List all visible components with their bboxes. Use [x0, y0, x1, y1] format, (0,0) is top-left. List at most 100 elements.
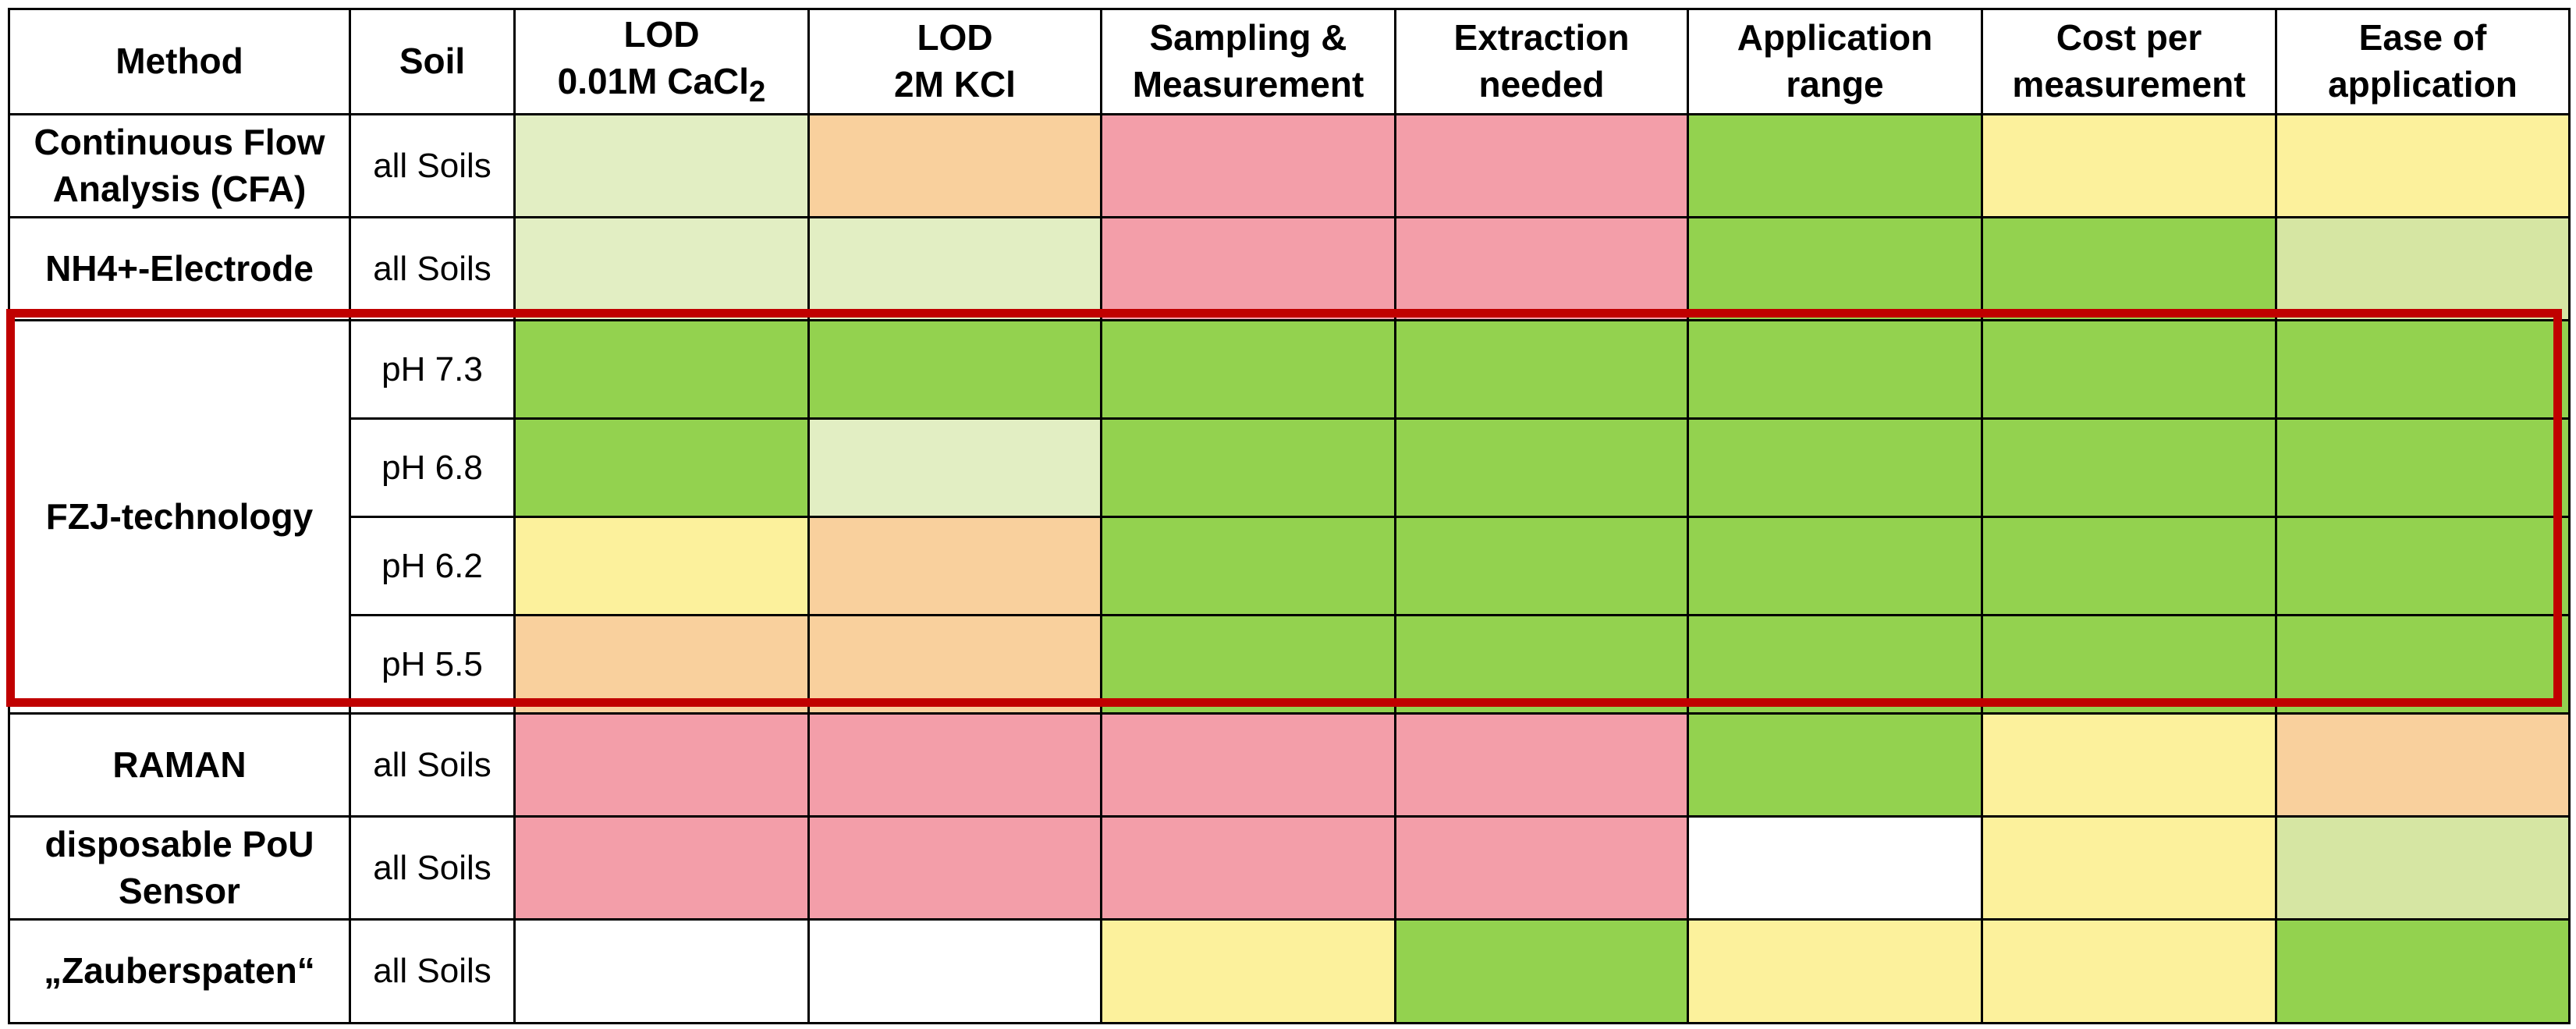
- soil-cell: all Soils: [349, 113, 516, 218]
- header-lod-kcl-line1: LOD: [917, 17, 993, 59]
- rating-cell: [2275, 319, 2571, 420]
- method-fzj-technology: FZJ-technology: [8, 319, 351, 715]
- rating-cell: [807, 918, 1102, 1024]
- header-ease-line2: application: [2328, 64, 2517, 105]
- rating-cell: [807, 712, 1102, 818]
- rating-cell: [807, 614, 1102, 715]
- method-disposable-pou-sensor: disposable PoU Sensor: [8, 815, 351, 921]
- rating-cell: [1981, 815, 2277, 921]
- rating-cell: [513, 319, 810, 420]
- method-nh4-electrode: NH4+-Electrode: [8, 216, 351, 321]
- header-extraction-line2: needed: [1478, 64, 1605, 105]
- rating-cell: [807, 113, 1102, 218]
- table-row: Continuous Flow Analysis (CFA) all Soils: [8, 113, 2571, 218]
- rating-cell: [807, 417, 1102, 518]
- header-cost: Cost per measurement: [1981, 8, 2277, 115]
- header-lod-cacl2-subscript: 2: [749, 75, 766, 109]
- method-cfa: Continuous Flow Analysis (CFA): [8, 113, 351, 218]
- header-lod-cacl2-line1: LOD: [623, 14, 700, 55]
- rating-cell: [1981, 417, 2277, 518]
- method-cfa-line1: Continuous Flow: [34, 121, 325, 162]
- rating-cell: [513, 918, 810, 1024]
- rating-cell: [2275, 918, 2571, 1024]
- rating-cell: [513, 815, 810, 921]
- rating-cell: [513, 614, 810, 715]
- rating-cell: [1981, 614, 2277, 715]
- rating-cell: [1687, 918, 1983, 1024]
- rating-cell: [1100, 712, 1396, 818]
- rating-cell: [1687, 216, 1983, 321]
- soil-cell: pH 6.2: [349, 516, 516, 616]
- rating-cell: [1394, 516, 1689, 616]
- rating-cell: [513, 712, 810, 818]
- table-row: disposable PoU Sensor all Soils: [8, 815, 2571, 921]
- rating-cell: [1981, 319, 2277, 420]
- header-soil: Soil: [349, 8, 516, 115]
- rating-cell: [2275, 614, 2571, 715]
- rating-cell: [1394, 614, 1689, 715]
- soil-cell: all Soils: [349, 712, 516, 818]
- header-row: Method Soil LOD 0.01M CaCl2 LOD 2M KCl Sam…: [8, 8, 2571, 115]
- rating-cell: [807, 815, 1102, 921]
- rating-cell: [1687, 712, 1983, 818]
- header-application-line1: Application: [1737, 17, 1933, 59]
- table-row: FZJ-technology pH 7.3: [8, 319, 2571, 715]
- rating-cell: [1394, 712, 1689, 818]
- soil-cell: all Soils: [349, 216, 516, 321]
- soil-cell: all Soils: [349, 815, 516, 921]
- header-application: Application range: [1687, 8, 1983, 115]
- rating-cell: [1100, 113, 1396, 218]
- rating-cell: [1394, 113, 1689, 218]
- rating-cell: [1394, 417, 1689, 518]
- header-cost-line2: measurement: [2012, 64, 2246, 105]
- method-raman: RAMAN: [8, 712, 351, 818]
- rating-cell: [807, 516, 1102, 616]
- header-extraction: Extraction needed: [1394, 8, 1689, 115]
- header-ease-line1: Ease of: [2358, 17, 2487, 59]
- rating-cell: [1981, 216, 2277, 321]
- rating-cell: [1981, 113, 2277, 218]
- rating-cell: [1981, 516, 2277, 616]
- table-row: pH 6.2: [9, 516, 2571, 616]
- rating-cell: [1687, 113, 1983, 218]
- table-row: pH 5.5: [9, 614, 2571, 715]
- rating-cell: [807, 216, 1102, 321]
- rating-cell: [1687, 319, 1983, 420]
- rating-cell: [1100, 516, 1396, 616]
- rating-cell: [1100, 918, 1396, 1024]
- rating-cell: [513, 113, 810, 218]
- header-sampling-line2: Measurement: [1132, 64, 1364, 105]
- table-row: NH4+-Electrode all Soils: [8, 216, 2571, 321]
- rating-cell: [2275, 113, 2571, 218]
- rating-cell: [1100, 614, 1396, 715]
- rating-cell: [1687, 815, 1983, 921]
- soil-cell: all Soils: [349, 918, 516, 1024]
- header-sampling-line1: Sampling &: [1149, 17, 1347, 59]
- header-sampling: Sampling & Measurement: [1100, 8, 1396, 115]
- rating-cell: [2275, 216, 2571, 321]
- rating-cell: [1100, 815, 1396, 921]
- soil-cell: pH 6.8: [349, 417, 516, 518]
- rating-cell: [1394, 815, 1689, 921]
- header-lod-cacl2-line2: 0.01M CaCl: [557, 60, 750, 101]
- header-ease: Ease of application: [2275, 8, 2571, 115]
- header-lod-kcl-line2: 2M KCl: [894, 64, 1016, 105]
- rating-cell: [1981, 712, 2277, 818]
- rating-cell: [1394, 216, 1689, 321]
- method-zauberspaten: „Zauberspaten“: [8, 918, 351, 1024]
- rating-cell: [1100, 319, 1396, 420]
- rating-cell: [1687, 516, 1983, 616]
- rating-cell: [1981, 918, 2277, 1024]
- soil-cell: pH 5.5: [349, 614, 516, 715]
- soil-cell: pH 7.3: [349, 319, 516, 420]
- header-method: Method: [8, 8, 351, 115]
- rating-cell: [1394, 319, 1689, 420]
- header-lod-cacl2: LOD 0.01M CaCl2: [513, 8, 810, 115]
- method-comparison-table: Method Soil LOD 0.01M CaCl2 LOD 2M KCl Sam…: [8, 8, 2571, 1024]
- rating-cell: [513, 516, 810, 616]
- rating-cell: [513, 417, 810, 518]
- rating-cell: [2275, 712, 2571, 818]
- rating-cell: [1100, 417, 1396, 518]
- rating-cell: [1100, 216, 1396, 321]
- table-row: pH 6.8: [9, 417, 2571, 518]
